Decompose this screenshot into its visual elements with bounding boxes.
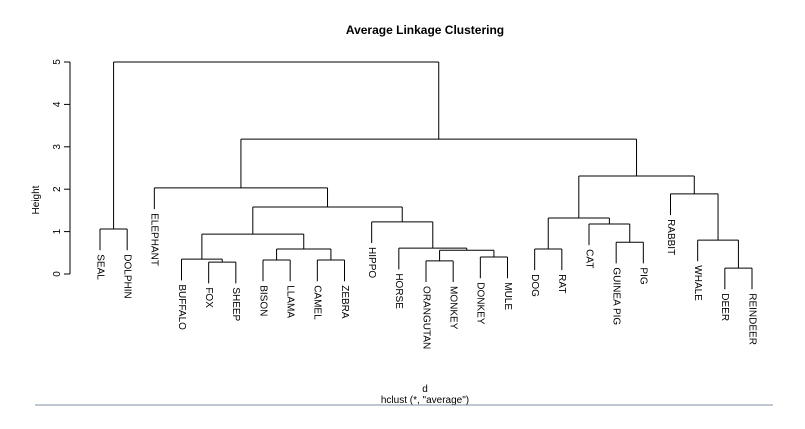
leaf-label: ELEPHANT <box>149 213 160 266</box>
merge <box>99 228 128 251</box>
merge <box>697 239 739 269</box>
leaf-label: DOG <box>529 274 540 297</box>
leaf-label: BISON <box>257 285 268 316</box>
merge <box>534 248 563 271</box>
leaf-label: DOLPHIN <box>122 254 133 298</box>
merge <box>276 248 332 261</box>
merge <box>153 187 329 210</box>
leaf-label: SHEEP <box>230 287 241 321</box>
leaf-label: CAMEL <box>312 285 323 320</box>
merge <box>201 233 305 260</box>
leaf-label: PIG <box>638 267 649 284</box>
leaf-label: DEER <box>719 293 730 321</box>
merge <box>724 267 753 290</box>
leaf-label: RABBIT <box>665 219 676 255</box>
y-tick-label: 5 <box>52 59 63 65</box>
merge <box>479 256 508 279</box>
y-tick-label: 0 <box>52 271 63 277</box>
merge <box>670 193 719 241</box>
y-tick-label: 4 <box>52 101 63 107</box>
leaf-label: ORANGUTAN <box>420 286 431 349</box>
leaf-label: HIPPO <box>366 247 377 278</box>
merge <box>425 260 454 283</box>
x-axis-label: d <box>422 384 428 395</box>
y-tick-label: 1 <box>52 228 63 234</box>
leaf-label: MONKEY <box>448 286 459 330</box>
merge <box>547 217 610 249</box>
leaf-label: SEAL <box>94 254 105 280</box>
leaf-label: REINDEER <box>746 293 757 345</box>
leaf-label: GUINEA PIG <box>611 267 622 325</box>
subtitle: hclust (*, "average") <box>381 395 469 406</box>
merge <box>316 259 345 282</box>
merge <box>113 61 440 230</box>
y-tick-label: 2 <box>52 186 63 192</box>
leaf-label: FOX <box>203 287 214 308</box>
leaf-label: ZEBRA <box>339 285 350 319</box>
leaf-label: CAT <box>583 249 594 268</box>
merge <box>439 249 495 261</box>
merge <box>398 247 468 270</box>
merge <box>208 261 237 284</box>
merge <box>615 241 644 264</box>
merge <box>252 206 403 235</box>
merge <box>578 175 695 219</box>
merge <box>371 221 434 249</box>
y-axis-label: Height <box>31 185 42 214</box>
chart-title: Average Linkage Clustering <box>346 23 504 37</box>
leaf-label: HORSE <box>393 273 404 309</box>
leaf-label: RAT <box>556 274 567 293</box>
leaf-label: WHALE <box>692 265 703 301</box>
y-tick-label: 3 <box>52 144 63 150</box>
leaf-label: MULE <box>502 282 513 310</box>
merge <box>262 259 291 282</box>
merge <box>240 138 638 188</box>
leaf-label: BUFFALO <box>176 284 187 330</box>
merge <box>588 223 631 246</box>
leaf-label: LLAMA <box>285 285 296 318</box>
leaf-label: DONKEY <box>475 282 486 325</box>
